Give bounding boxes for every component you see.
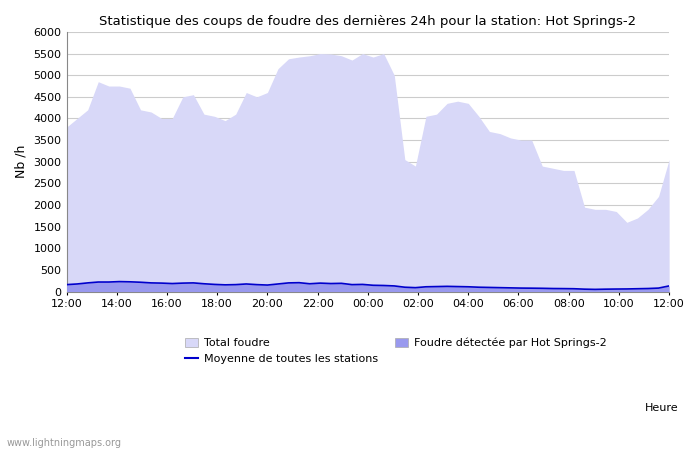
Y-axis label: Nb /h: Nb /h <box>15 145 28 179</box>
Text: www.lightningmaps.org: www.lightningmaps.org <box>7 438 122 448</box>
Legend: Total foudre, Moyenne de toutes les stations, Foudre détectée par Hot Springs-2: Total foudre, Moyenne de toutes les stat… <box>181 333 611 369</box>
Title: Statistique des coups de foudre des dernières 24h pour la station: Hot Springs-2: Statistique des coups de foudre des dern… <box>99 15 636 28</box>
Text: Heure: Heure <box>645 403 679 413</box>
